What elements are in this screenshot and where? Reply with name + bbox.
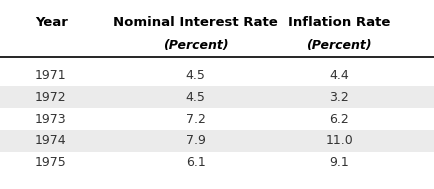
- FancyBboxPatch shape: [0, 130, 434, 152]
- Text: 4.5: 4.5: [185, 91, 205, 104]
- FancyBboxPatch shape: [0, 87, 434, 108]
- Text: 1975: 1975: [35, 156, 66, 169]
- Text: 1973: 1973: [35, 113, 66, 125]
- Text: 1972: 1972: [35, 91, 66, 104]
- Text: 7.2: 7.2: [185, 113, 205, 125]
- Text: 1974: 1974: [35, 134, 66, 147]
- Text: (Percent): (Percent): [306, 39, 371, 52]
- Text: 6.1: 6.1: [185, 156, 205, 169]
- Text: 4.5: 4.5: [185, 69, 205, 82]
- Text: 3.2: 3.2: [329, 91, 349, 104]
- Text: 1971: 1971: [35, 69, 66, 82]
- Text: 6.2: 6.2: [329, 113, 349, 125]
- Text: 4.4: 4.4: [329, 69, 349, 82]
- Text: 7.9: 7.9: [185, 134, 205, 147]
- Text: 11.0: 11.0: [325, 134, 352, 147]
- Text: Nominal Interest Rate: Nominal Interest Rate: [113, 16, 277, 29]
- Text: 9.1: 9.1: [329, 156, 349, 169]
- Text: (Percent): (Percent): [163, 39, 228, 52]
- Text: Year: Year: [35, 16, 68, 29]
- Text: Inflation Rate: Inflation Rate: [287, 16, 390, 29]
